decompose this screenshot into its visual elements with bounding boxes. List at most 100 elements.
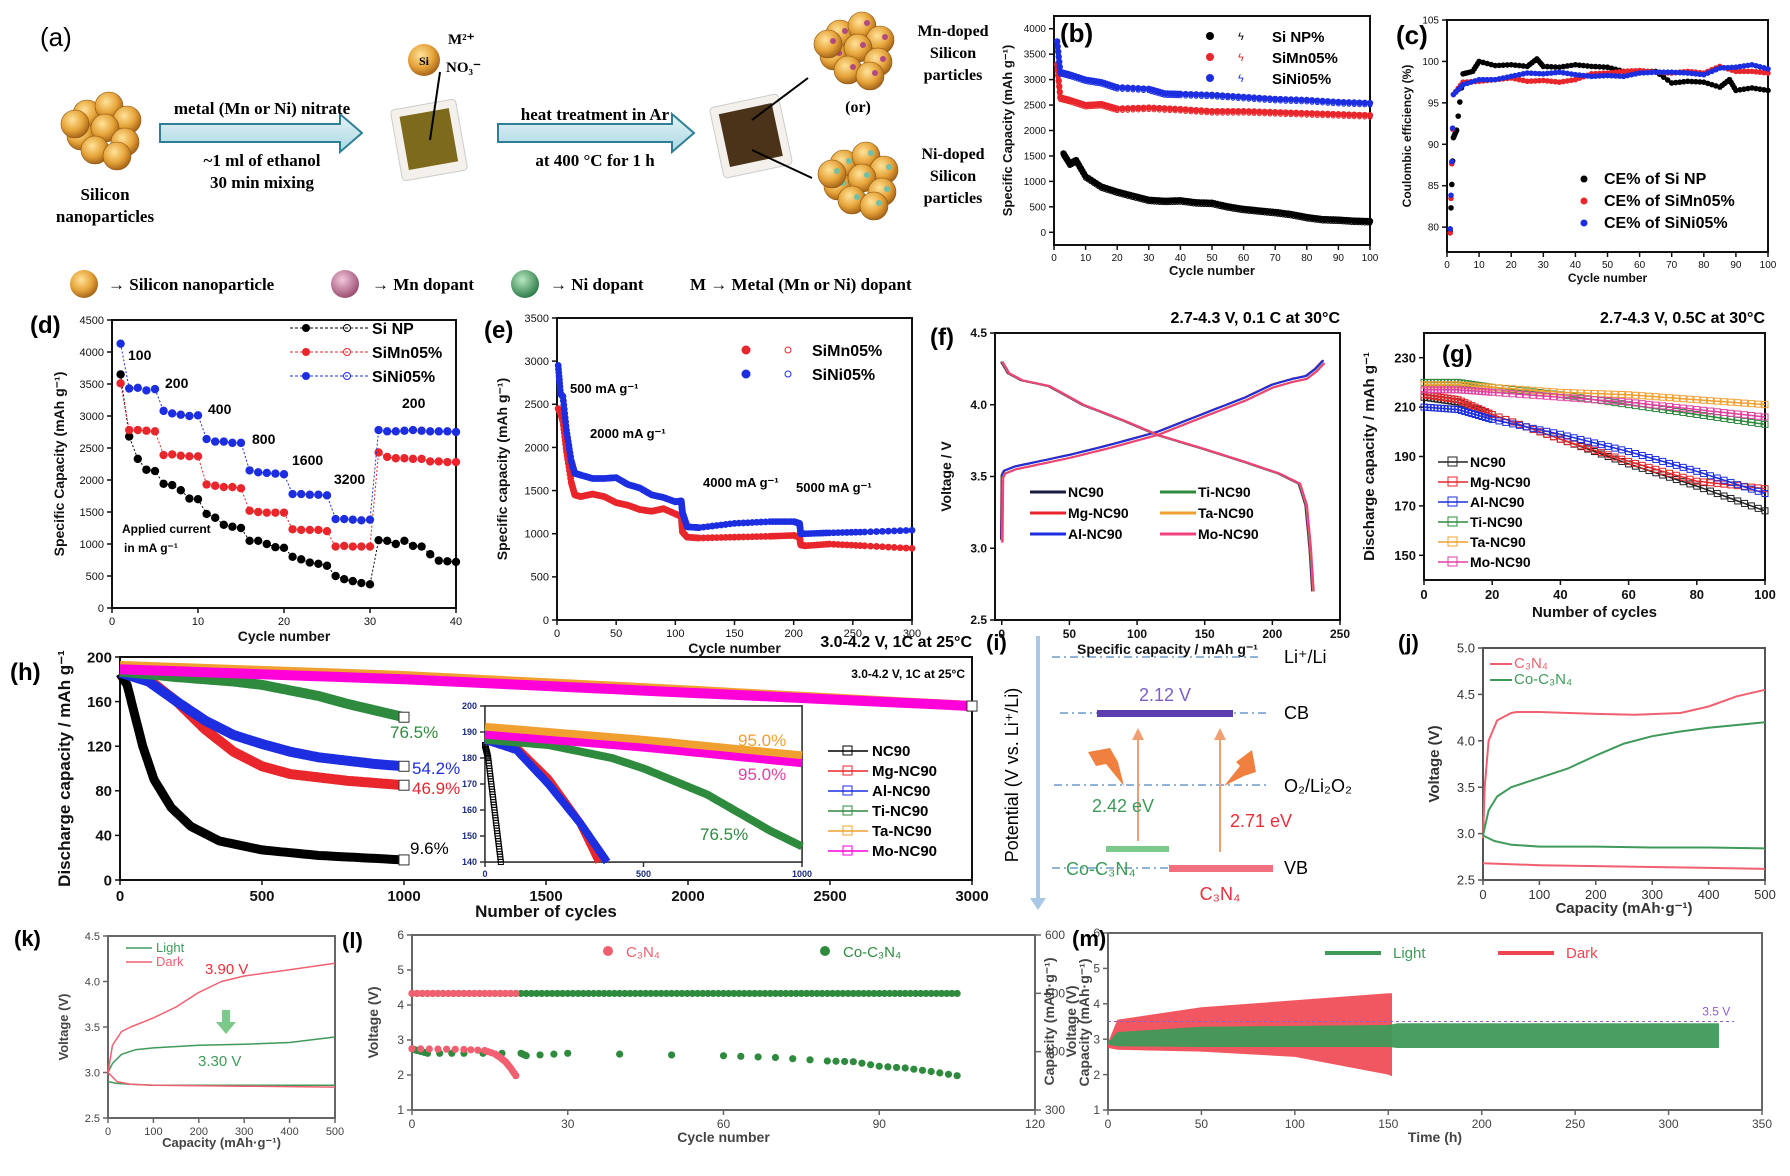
data-point-hollow-SiMn05% bbox=[1277, 111, 1283, 117]
data-point-hollow-Si NP% bbox=[1325, 218, 1331, 224]
capacity-point-Co-C₃N₄ bbox=[647, 989, 655, 998]
voltage-point-Co-C₃N₄ bbox=[823, 1057, 831, 1065]
data-point-hollow-SiMn05% bbox=[1367, 114, 1373, 120]
data-point-SiMn05% bbox=[417, 454, 426, 464]
data-point-CE% of SiNi05% bbox=[1636, 70, 1643, 76]
legend-hollow-marker bbox=[784, 346, 792, 354]
x-tick-label: 300 bbox=[235, 1126, 253, 1138]
x-tick-label: 40 bbox=[1570, 260, 1582, 271]
data-point-hollow-Si NP% bbox=[1235, 207, 1241, 213]
data-point-SiMn05% bbox=[185, 452, 194, 461]
capacity-point-C₃N₄ bbox=[481, 989, 489, 998]
y-tick-label: 1500 bbox=[1024, 151, 1047, 162]
panel-label-j: (j) bbox=[1398, 630, 1419, 655]
data-point-SiNi05% bbox=[867, 528, 874, 536]
x-tick-label: 500 bbox=[249, 888, 274, 905]
data-point-SiMn05% bbox=[116, 379, 125, 388]
x-tick-label: 250 bbox=[1330, 627, 1350, 641]
data-point-hollow-SiNi05% bbox=[1183, 93, 1189, 99]
data-marker-Al-NC90 bbox=[1672, 461, 1680, 469]
data-point-SiMn05% bbox=[426, 457, 435, 466]
charge-curve-Ta-NC90 bbox=[1001, 362, 1326, 543]
data-point-hollow-SiMn05% bbox=[1335, 113, 1341, 119]
y-tick-label: 2.5 bbox=[970, 613, 987, 627]
data-point-SiMn05% bbox=[896, 544, 904, 552]
panel-label-h: (h) bbox=[10, 659, 41, 686]
voltage-point-Co-C₃N₄ bbox=[901, 1064, 909, 1072]
capacity-point-Co-C₃N₄ bbox=[906, 989, 915, 998]
data-point-hollow-Si NP% bbox=[1356, 220, 1362, 226]
data-point-hollow-SiNi05% bbox=[1141, 88, 1147, 94]
data-point-Si NP bbox=[434, 556, 443, 565]
rate-annotation: 3200 bbox=[334, 471, 365, 487]
data-point-hollow-Si NP% bbox=[1306, 216, 1312, 222]
legend-label-CE% of SiNi05%: CE% of SiNi05% bbox=[1604, 215, 1728, 232]
capacity-point-Co-C₃N₄ bbox=[667, 989, 676, 998]
capacity-point-Co-C₃N₄ bbox=[860, 989, 868, 998]
data-point-hollow-Si NP% bbox=[1230, 206, 1236, 212]
data-point-SiMn05% bbox=[867, 542, 874, 550]
y-tick-label: 105 bbox=[1422, 16, 1439, 27]
x-tick-label: 100 bbox=[666, 628, 684, 640]
data-point-hollow-SiMn05% bbox=[1112, 107, 1118, 113]
voltage-point-Co-C₃N₄ bbox=[737, 1052, 745, 1060]
or-label: (or) bbox=[845, 99, 871, 116]
discharge-curve-Ta-NC90 bbox=[1001, 361, 1315, 592]
data-marker-Mg-NC90 bbox=[1666, 469, 1674, 477]
y-tick-label: 0 bbox=[543, 615, 549, 627]
current-annotation: 4000 mA g⁻¹ bbox=[703, 475, 779, 490]
series-band-Al-NC90 bbox=[117, 667, 407, 772]
data-point-hollow-Si NP% bbox=[1254, 209, 1260, 215]
x-tick-label: 50 bbox=[610, 628, 622, 640]
data-point-CE% of SiNi05% bbox=[1644, 69, 1651, 76]
x-tick-label: 500 bbox=[636, 869, 651, 879]
data-point-hollow-Si NP% bbox=[1270, 211, 1276, 217]
legend-label-Light: Light bbox=[156, 940, 185, 955]
y-tick-label: 3.5 bbox=[1457, 780, 1475, 795]
arrow-to-ni-icon bbox=[751, 149, 813, 179]
x-tick-label: 1000 bbox=[387, 888, 420, 905]
data-point-hollow-SiMn05% bbox=[1172, 108, 1178, 114]
chart-panel-d: 0 10 20 30 400500100015002000250030003500400… bbox=[51, 315, 462, 644]
data-marker-Al-NC90 bbox=[1631, 450, 1639, 458]
data-point-SiMn05% bbox=[884, 543, 892, 551]
capacity-point-Co-C₃N₄ bbox=[766, 989, 774, 998]
voltage-point-Co-C₃N₄ bbox=[910, 1065, 918, 1073]
end-marker-Mg-NC90 bbox=[398, 779, 410, 791]
x-tick-label: 80 bbox=[1698, 260, 1710, 271]
data-point-SiNi05% bbox=[908, 526, 916, 534]
data-point-SiNi05% bbox=[890, 527, 898, 535]
x-axis-label: Number of cycles bbox=[1532, 604, 1657, 621]
ion1-label: M²⁺ bbox=[448, 32, 475, 48]
data-point-CE% of SiNi05% bbox=[1484, 76, 1490, 83]
capacity-point-C₃N₄ bbox=[444, 989, 452, 998]
data-point-SiMn05% bbox=[322, 527, 332, 536]
capacity-point-Co-C₃N₄ bbox=[787, 989, 795, 998]
data-point-CE% of SiNi05% bbox=[1652, 69, 1659, 75]
data-point-hollow-Si NP% bbox=[1351, 220, 1357, 226]
capacity-point-Co-C₃N₄ bbox=[740, 989, 748, 998]
y-tick-label: 4 bbox=[397, 998, 404, 1012]
data-point-SiNi05% bbox=[391, 427, 400, 436]
data-point-hollow-Si NP% bbox=[1109, 189, 1115, 195]
data-marker-NC90 bbox=[1741, 499, 1749, 507]
data-point-hollow-SiNi05% bbox=[1119, 87, 1125, 93]
panel-label-d: (d) bbox=[30, 312, 61, 339]
x-tick-label: 200 bbox=[1472, 1117, 1492, 1131]
data-point-SiNi05% bbox=[245, 466, 254, 475]
si-pointer-arrow-icon bbox=[429, 71, 441, 141]
capacity-point-Co-C₃N₄ bbox=[756, 989, 764, 998]
data-point-hollow-SiNi05% bbox=[1198, 94, 1204, 100]
si-label: Si bbox=[419, 54, 430, 68]
data-point-SiNi05% bbox=[426, 427, 435, 436]
data-point-CE% of SiNi05% bbox=[1664, 69, 1671, 75]
x-tick-label: 500 bbox=[1754, 887, 1776, 902]
data-point-SiMn05% bbox=[279, 508, 289, 517]
mn-dopant-legend-icon bbox=[331, 270, 359, 298]
data-point-SiNi05% bbox=[116, 339, 125, 348]
data-point-hollow-SiMn05% bbox=[1341, 113, 1347, 119]
data-point-Si NP bbox=[426, 550, 435, 559]
capacity-point-Co-C₃N₄ bbox=[699, 989, 707, 998]
data-point-SiMn05% bbox=[297, 525, 306, 535]
ion2-label: NO₃⁻ bbox=[446, 60, 481, 76]
